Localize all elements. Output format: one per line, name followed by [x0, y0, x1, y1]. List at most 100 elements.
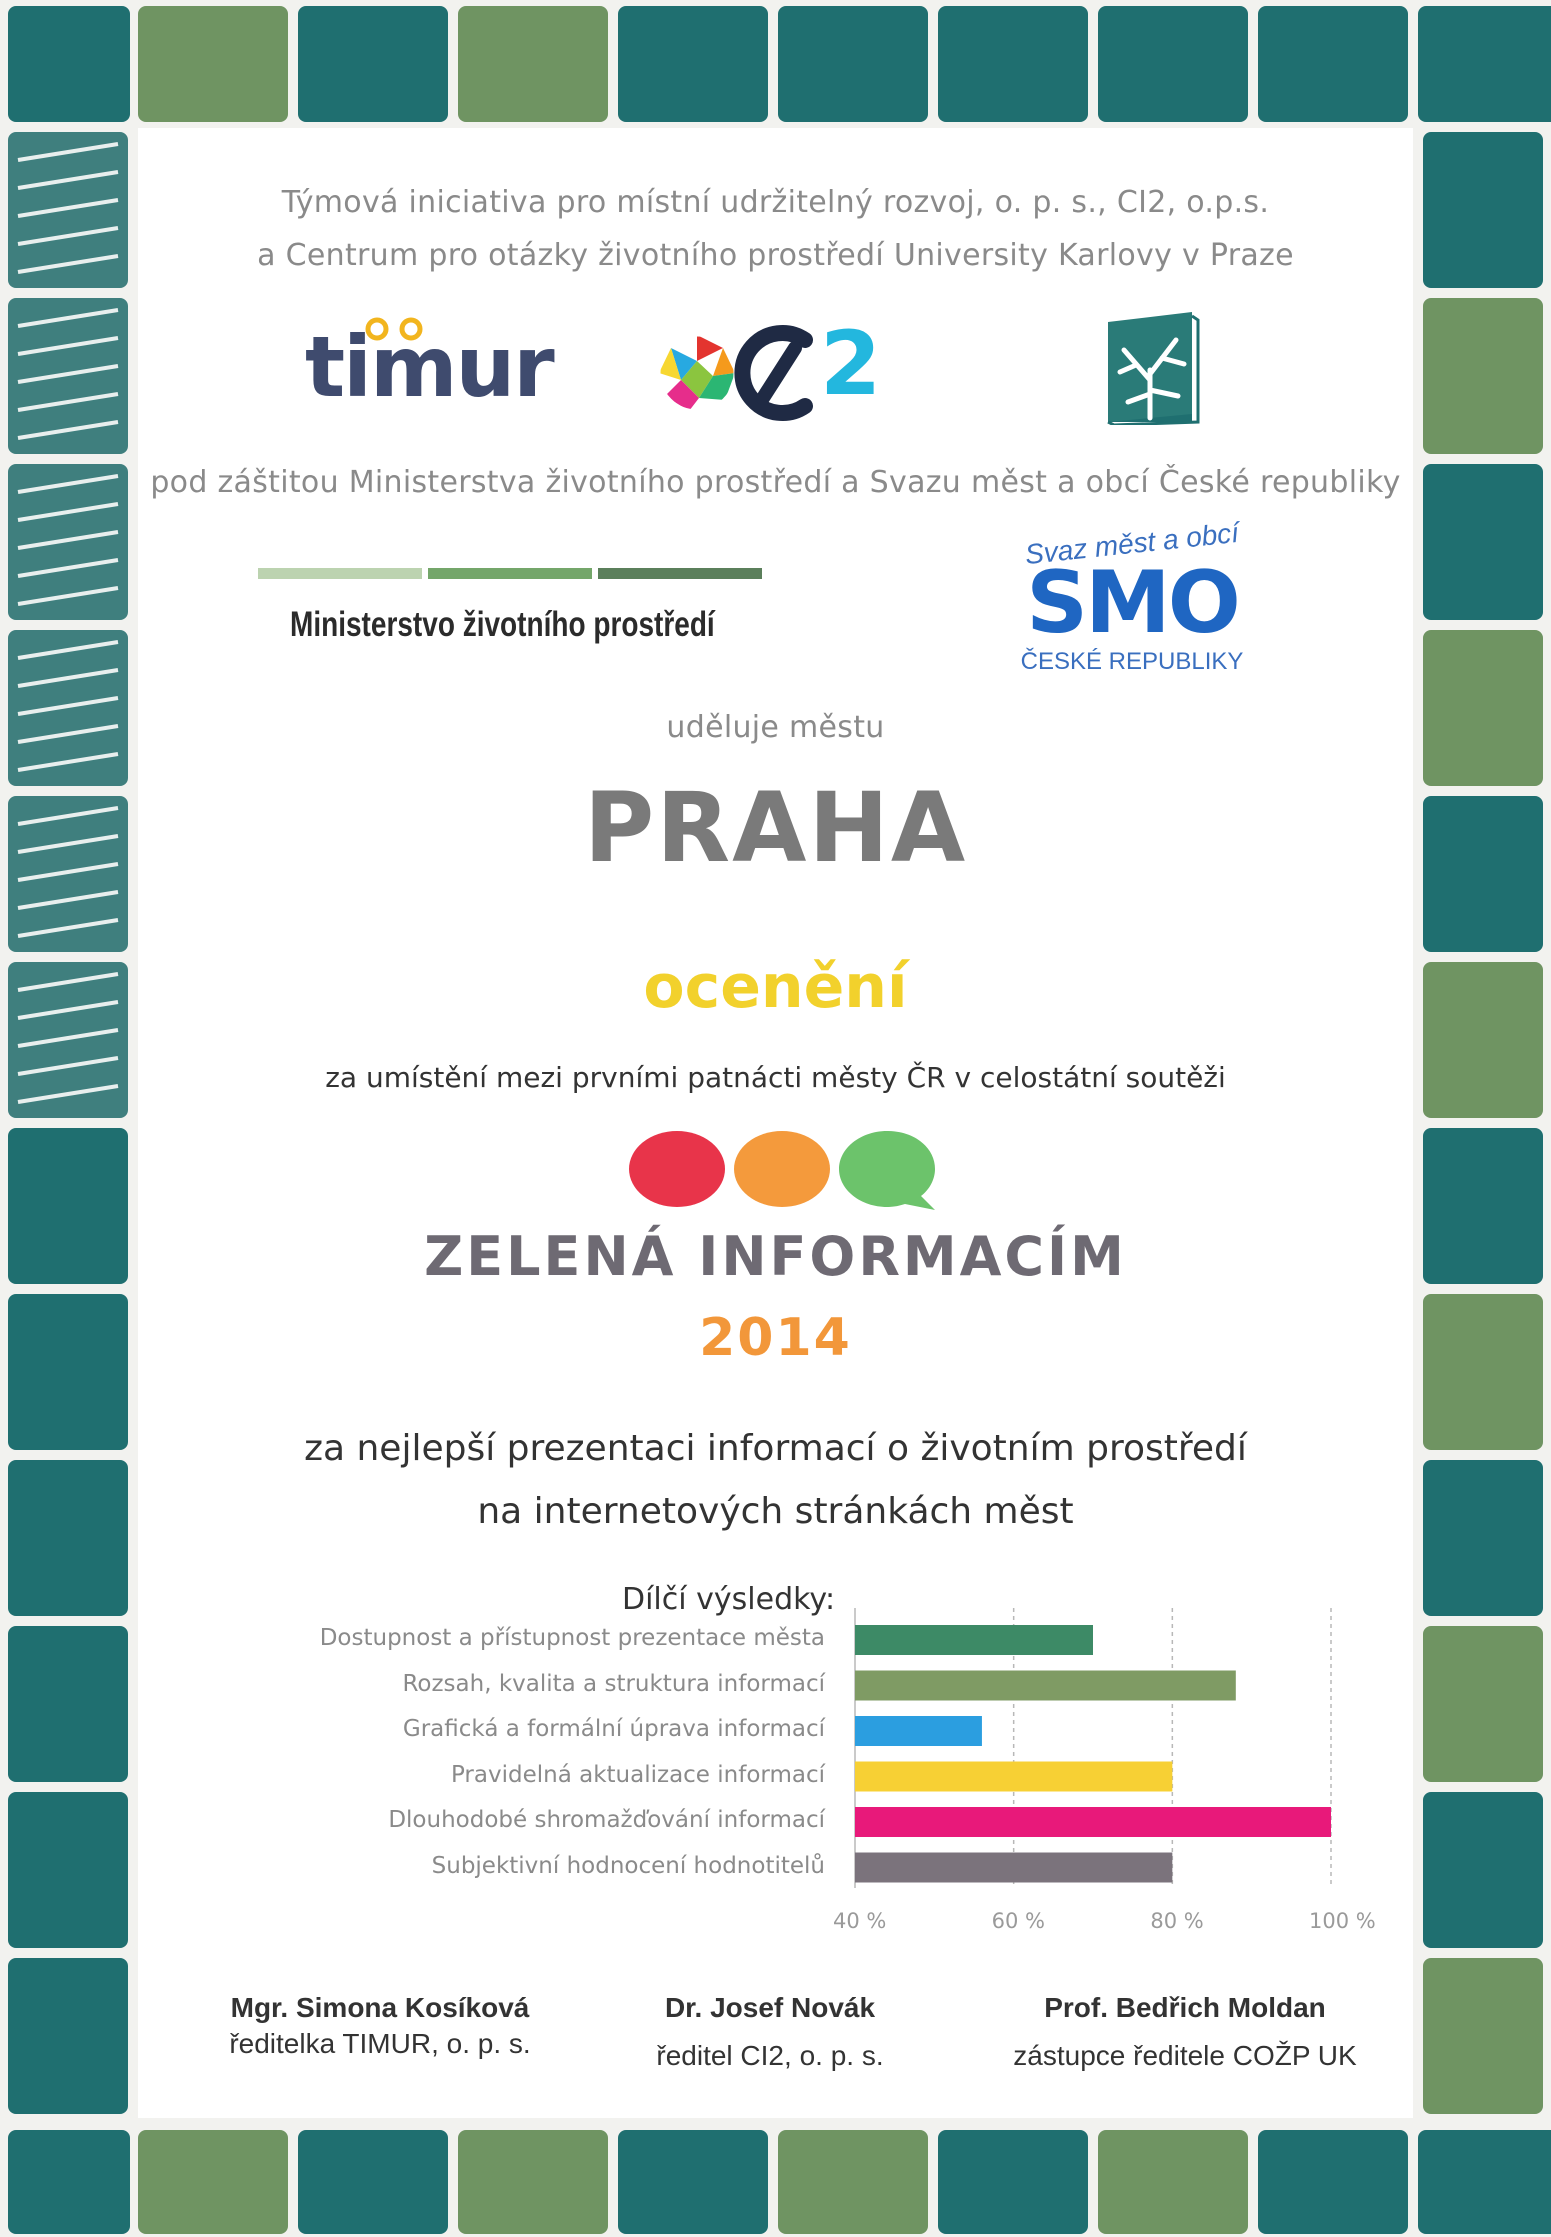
frame-texture-line	[17, 972, 119, 992]
frame-tile-left	[8, 1792, 128, 1948]
bubble-green	[839, 1131, 935, 1210]
frame-texture-line	[17, 834, 119, 854]
purpose-line-2: na internetových stránkách měst	[477, 1491, 1074, 1532]
frame-texture-line	[17, 420, 119, 440]
frame-tile-top	[1418, 6, 1551, 122]
frame-tile-top	[1258, 6, 1408, 122]
cozp-book-tree-icon	[1107, 312, 1200, 425]
chart-category-label: Subjektivní hodnocení hodnotitelů	[431, 1852, 825, 1879]
signature-role: zástupce ředitele COŽP UK	[1013, 2040, 1357, 2071]
frame-tile-top	[1098, 6, 1248, 122]
mzp-color-bars	[258, 568, 821, 579]
chart-category-label: Dostupnost a přístupnost prezentace měst…	[319, 1625, 825, 1651]
frame-texture-line	[17, 640, 119, 660]
frame-tile-bottom	[1418, 2130, 1551, 2234]
bubble-orange	[734, 1131, 830, 1207]
frame-tile-bottom	[778, 2130, 928, 2234]
frame-texture-line	[17, 254, 119, 274]
frame-texture-line	[17, 1000, 119, 1020]
signature-name: Mgr. Simona Kosíková	[230, 1992, 530, 2023]
chart-bar	[855, 1761, 1173, 1792]
header-line-1: Týmová iniciativa pro místní udržitelný …	[281, 185, 1270, 220]
smo-logo-bottom: ČESKÉ REPUBLIKY	[1020, 648, 1244, 675]
timur-figures-icon	[365, 317, 423, 341]
frame-tile-right	[1423, 1626, 1543, 1782]
frame-texture-line	[17, 1056, 119, 1076]
frame-tile-top	[778, 6, 928, 122]
frame-tile-bottom	[298, 2130, 448, 2234]
frame-texture-line	[17, 530, 119, 550]
frame-tile-bottom	[938, 2130, 1088, 2234]
chart-category-label: Pravidelná aktualizace informací	[450, 1761, 825, 1788]
chart-tick-label: 40 %	[833, 1909, 887, 1933]
frame-texture-line	[17, 586, 119, 606]
frame-tile-top	[938, 6, 1088, 122]
certificate-paper	[138, 128, 1413, 2118]
frame-tile-left	[8, 1128, 128, 1284]
chart-bar	[855, 1625, 1093, 1655]
chart-bar	[855, 1807, 1331, 1837]
frame-texture-line	[17, 890, 119, 910]
chart-title: Dílčí výsledky:	[622, 1582, 836, 1617]
frame-tile-right	[1423, 1460, 1543, 1616]
placement-text: za umístění mezi prvními patnácti městy …	[325, 1061, 1226, 1094]
chart-tick-label: 60 %	[991, 1909, 1046, 1933]
frame-tile-right	[1423, 1294, 1543, 1450]
frame-tile-right	[1423, 1792, 1543, 1948]
frame-texture-line	[17, 558, 119, 578]
chart-category-label: Dlouhodobé shromažďování informací	[388, 1807, 825, 1833]
frame-texture-line	[17, 752, 119, 772]
frame-texture-line	[17, 918, 119, 938]
frame-tile-right	[1423, 630, 1543, 786]
frame-tile-bottom	[458, 2130, 608, 2234]
frame-tile-right	[1423, 1958, 1543, 2114]
smo-logo-main: SMO	[1026, 553, 1241, 653]
frame-tile-bottom	[1258, 2130, 1408, 2234]
frame-tile-right	[1423, 464, 1543, 620]
purpose-line-1: za nejlepší prezentaci informací o život…	[304, 1428, 1247, 1469]
frame-texture-line	[17, 170, 119, 190]
city-name: PRAHA	[583, 772, 968, 884]
frame-tile-top	[138, 6, 288, 122]
frame-tile-right	[1423, 796, 1543, 952]
frame-texture-line	[17, 696, 119, 716]
signature-name: Prof. Bedřich Moldan	[1044, 1992, 1326, 2023]
frame-texture-line	[17, 142, 119, 162]
frame-tile-left	[8, 1460, 128, 1616]
mzp-logo-text: Ministerstvo životního prostředí	[290, 605, 715, 644]
chart-tick-label: 80 %	[1150, 1909, 1204, 1933]
frame-tile-top	[618, 6, 768, 122]
frame-texture-line	[17, 336, 119, 356]
timur-logo-text: timur	[305, 318, 555, 416]
chart-bar	[855, 1716, 982, 1746]
frame-texture-line	[17, 308, 119, 328]
frame-texture-line	[17, 226, 119, 246]
bubble-red	[629, 1131, 725, 1207]
ci2-logo-text: 2	[820, 312, 882, 415]
patronage-text: pod záštitou Ministerstva životního pros…	[150, 465, 1401, 500]
frame-texture-line	[17, 474, 119, 494]
contest-year: 2014	[699, 1308, 852, 1368]
frame-tile-top	[458, 6, 608, 122]
frame-texture-line	[17, 724, 119, 744]
header-line-2: a Centrum pro otázky životního prostředí…	[257, 238, 1294, 273]
contest-name: ZELENÁ INFORMACÍM	[424, 1225, 1127, 1288]
frame-tile-top	[8, 6, 130, 122]
frame-texture-line	[17, 1084, 119, 1104]
awards-to-text: uděluje městu	[666, 710, 885, 745]
frame-tile-bottom	[1098, 2130, 1248, 2234]
frame-tile-top	[298, 6, 448, 122]
frame-tile-right	[1423, 298, 1543, 454]
frame-tile-right	[1423, 1128, 1543, 1284]
frame-texture-line	[17, 392, 119, 412]
frame-tile-bottom	[138, 2130, 288, 2234]
chart-bar	[855, 1670, 1236, 1701]
contest-logo-bubbles	[629, 1131, 935, 1210]
ci2-logo: 2	[655, 312, 905, 428]
timur-logo: timur	[305, 317, 555, 416]
frame-tile-left	[8, 1958, 128, 2114]
chart-category-label: Rozsah, kvalita a struktura informací	[402, 1670, 825, 1697]
signature-name: Dr. Josef Novák	[664, 1992, 876, 2023]
